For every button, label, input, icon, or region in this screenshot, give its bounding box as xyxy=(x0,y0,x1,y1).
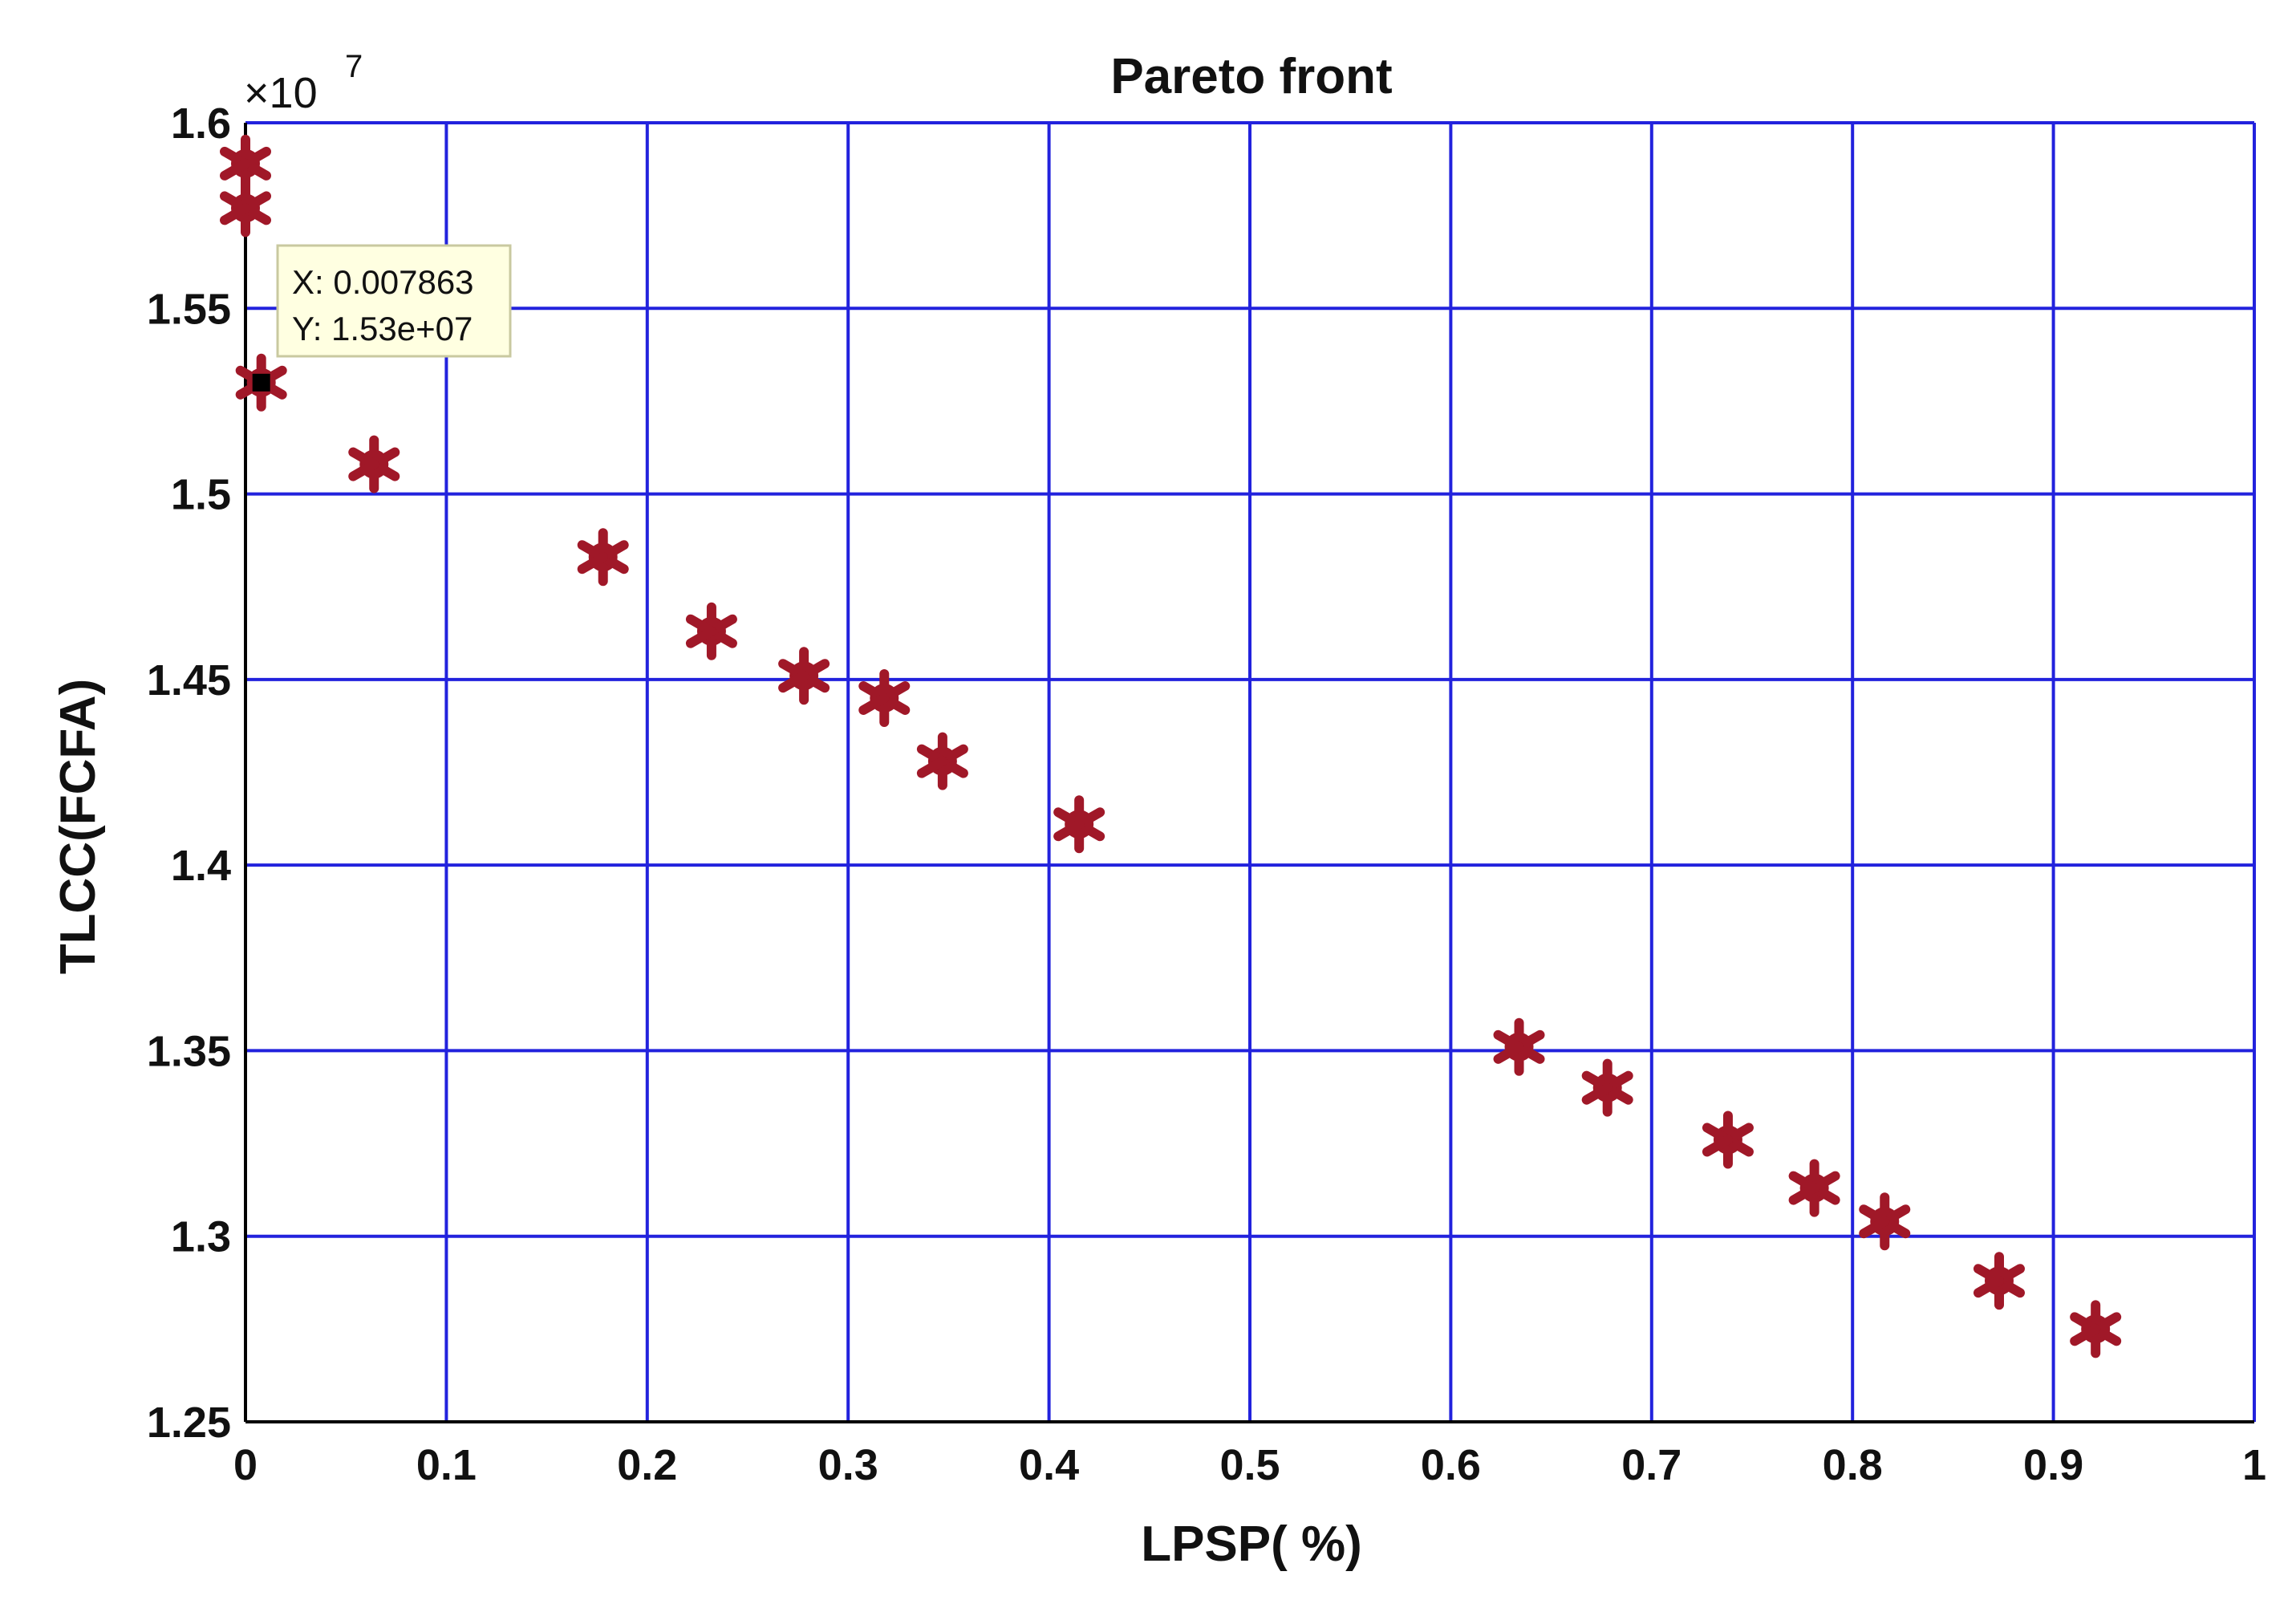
x-tick-label: 0.8 xyxy=(1823,1441,1883,1489)
axes-frame xyxy=(244,123,2254,1423)
x-tick-label: 0.7 xyxy=(1621,1441,1681,1489)
x-tick-labels: 0 0.1 0.2 0.3 0.4 0.5 0.6 0.7 0.8 0.9 1 xyxy=(233,1441,2266,1489)
y-tick-labels: 1.25 1.3 1.35 1.4 1.45 1.5 1.55 1.6 xyxy=(147,99,231,1447)
data-point xyxy=(577,528,629,587)
data-point xyxy=(1581,1058,1633,1117)
y-exponent: 7 xyxy=(345,49,363,84)
grid-lines xyxy=(244,121,2256,1423)
y-tick-label: 1.55 xyxy=(147,285,231,333)
x-tick-label: 0.3 xyxy=(818,1441,878,1489)
data-point xyxy=(1788,1159,1840,1217)
y-multiplier: ×10 xyxy=(244,69,318,117)
y-tick-label: 1.6 xyxy=(171,99,231,148)
data-point xyxy=(220,179,271,238)
x-axis-label: LPSP( %) xyxy=(1141,1517,1362,1572)
datatip-box xyxy=(276,244,512,358)
data-point xyxy=(685,602,737,660)
data-point xyxy=(2070,1300,2122,1358)
datatip-y: Y: 1.53e+07 xyxy=(292,310,473,347)
data-point xyxy=(1973,1252,2025,1310)
datatip-marker[interactable] xyxy=(252,373,270,392)
y-tick-label: 1.5 xyxy=(171,471,231,519)
y-axis-label: TLCC(FCFA) xyxy=(51,679,106,974)
x-tick-label: 0.4 xyxy=(1019,1441,1079,1489)
y-exponent-label: ×10 7 xyxy=(244,49,363,117)
x-tick-label: 1 xyxy=(2242,1441,2266,1489)
x-tick-label: 0.1 xyxy=(416,1441,477,1489)
data-point xyxy=(858,668,911,727)
chart-title: Pareto front xyxy=(1110,49,1392,104)
y-tick-label: 1.35 xyxy=(147,1027,231,1075)
y-tick-label: 1.25 xyxy=(147,1399,231,1447)
y-tick-label: 1.45 xyxy=(147,656,231,705)
x-tick-label: 0.9 xyxy=(2023,1441,2083,1489)
data-point xyxy=(1493,1017,1545,1076)
data-points xyxy=(220,134,2122,1358)
data-point xyxy=(1859,1192,1911,1251)
data-point xyxy=(778,647,830,705)
y-tick-label: 1.4 xyxy=(171,842,231,890)
x-tick-label: 0 xyxy=(233,1441,258,1489)
data-point xyxy=(1702,1111,1754,1169)
y-tick-label: 1.3 xyxy=(171,1213,231,1261)
x-tick-label: 0.2 xyxy=(617,1441,677,1489)
datatip-x: X: 0.007863 xyxy=(292,263,474,301)
data-point xyxy=(348,435,400,493)
x-tick-label: 0.5 xyxy=(1219,1441,1280,1489)
x-tick-label: 0.6 xyxy=(1421,1441,1481,1489)
datatip[interactable]: X: 0.007863 Y: 1.53e+07 xyxy=(276,244,512,358)
data-point xyxy=(1053,795,1105,854)
data-point xyxy=(916,732,968,790)
